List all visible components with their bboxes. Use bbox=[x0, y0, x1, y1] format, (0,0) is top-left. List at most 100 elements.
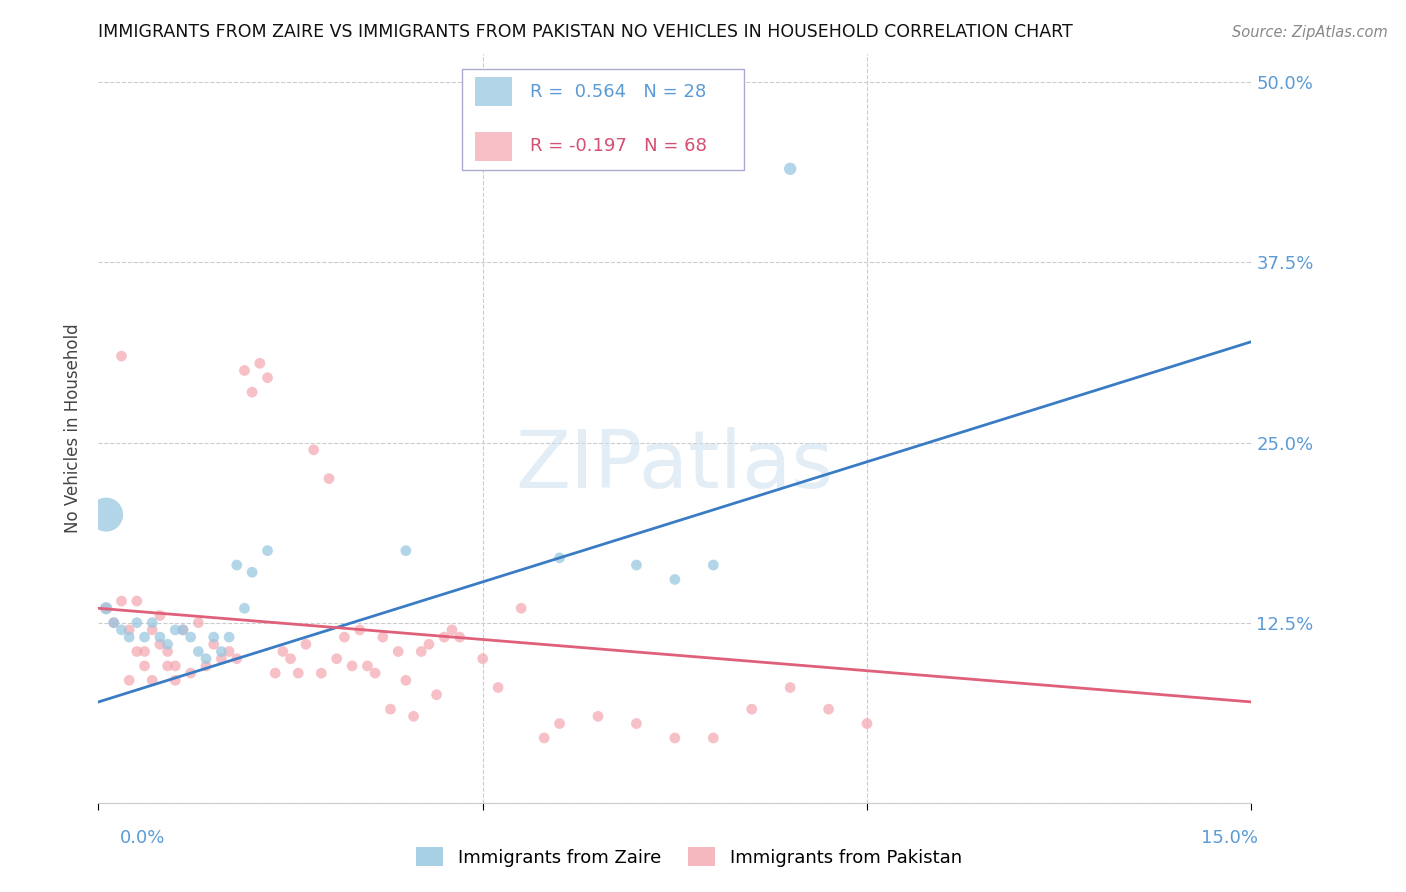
Point bbox=[134, 644, 156, 658]
Point bbox=[449, 630, 471, 644]
Point bbox=[103, 615, 125, 630]
Point bbox=[149, 630, 172, 644]
Point bbox=[165, 623, 187, 637]
Point bbox=[187, 644, 209, 658]
Point bbox=[225, 558, 247, 572]
Point bbox=[110, 623, 132, 637]
Point bbox=[134, 659, 156, 673]
Point bbox=[779, 161, 801, 176]
Y-axis label: No Vehicles in Household: No Vehicles in Household bbox=[65, 323, 83, 533]
Point bbox=[125, 594, 148, 608]
Point bbox=[440, 623, 463, 637]
Point bbox=[395, 673, 418, 688]
Text: 0.0%: 0.0% bbox=[120, 829, 165, 847]
Point bbox=[333, 630, 356, 644]
Point bbox=[156, 637, 179, 651]
Point bbox=[418, 637, 440, 651]
Point bbox=[664, 731, 686, 745]
Point bbox=[94, 508, 117, 522]
Point bbox=[510, 601, 533, 615]
Point bbox=[349, 623, 371, 637]
Point bbox=[340, 659, 363, 673]
Point bbox=[626, 716, 648, 731]
Point bbox=[94, 601, 117, 615]
Point bbox=[172, 623, 194, 637]
Point bbox=[356, 659, 378, 673]
Point bbox=[371, 630, 394, 644]
Point bbox=[195, 659, 218, 673]
Point bbox=[218, 644, 240, 658]
Point bbox=[141, 615, 163, 630]
Point bbox=[741, 702, 763, 716]
Point bbox=[426, 688, 449, 702]
Point bbox=[225, 651, 247, 665]
Text: 15.0%: 15.0% bbox=[1201, 829, 1258, 847]
Point bbox=[156, 659, 179, 673]
Point bbox=[125, 644, 148, 658]
Point bbox=[156, 644, 179, 658]
Point bbox=[240, 566, 263, 580]
Text: R =  0.564   N = 28: R = 0.564 N = 28 bbox=[530, 83, 706, 101]
Point bbox=[202, 637, 225, 651]
Point bbox=[586, 709, 609, 723]
Point bbox=[664, 573, 686, 587]
Text: Source: ZipAtlas.com: Source: ZipAtlas.com bbox=[1232, 25, 1388, 40]
Point bbox=[471, 651, 494, 665]
Point bbox=[295, 637, 318, 651]
Point bbox=[110, 349, 132, 363]
Point bbox=[195, 651, 218, 665]
Point bbox=[380, 702, 402, 716]
Point bbox=[141, 673, 163, 688]
Point bbox=[180, 630, 202, 644]
Text: ZIPatlas: ZIPatlas bbox=[516, 426, 834, 505]
Point bbox=[180, 666, 202, 681]
Point bbox=[856, 716, 879, 731]
Point bbox=[325, 651, 347, 665]
Point bbox=[165, 673, 187, 688]
Point bbox=[402, 709, 425, 723]
Point bbox=[165, 659, 187, 673]
Point bbox=[141, 623, 163, 637]
Point bbox=[817, 702, 839, 716]
Point bbox=[287, 666, 309, 681]
Point bbox=[486, 681, 509, 695]
Point bbox=[94, 601, 117, 615]
Point bbox=[433, 630, 456, 644]
Legend: Immigrants from Zaire, Immigrants from Pakistan: Immigrants from Zaire, Immigrants from P… bbox=[409, 840, 969, 874]
Point bbox=[318, 472, 340, 486]
Point bbox=[209, 651, 232, 665]
Point bbox=[218, 630, 240, 644]
Point bbox=[209, 644, 232, 658]
Point bbox=[103, 615, 125, 630]
Point bbox=[411, 644, 433, 658]
Point bbox=[626, 558, 648, 572]
Point bbox=[134, 630, 156, 644]
Point bbox=[233, 601, 256, 615]
Point bbox=[256, 370, 278, 384]
Point bbox=[118, 673, 141, 688]
Point bbox=[364, 666, 387, 681]
Point bbox=[256, 543, 278, 558]
Point bbox=[779, 681, 801, 695]
Point bbox=[311, 666, 333, 681]
Bar bbox=[475, 132, 512, 161]
Point bbox=[249, 356, 271, 370]
Point bbox=[280, 651, 302, 665]
Point bbox=[702, 731, 724, 745]
Point bbox=[202, 630, 225, 644]
Point bbox=[187, 615, 209, 630]
Point bbox=[533, 731, 555, 745]
Bar bbox=[475, 78, 512, 106]
Point bbox=[125, 615, 148, 630]
Text: IMMIGRANTS FROM ZAIRE VS IMMIGRANTS FROM PAKISTAN NO VEHICLES IN HOUSEHOLD CORRE: IMMIGRANTS FROM ZAIRE VS IMMIGRANTS FROM… bbox=[98, 23, 1073, 41]
Point bbox=[395, 543, 418, 558]
Point bbox=[240, 385, 263, 400]
Point bbox=[149, 608, 172, 623]
Point bbox=[264, 666, 287, 681]
Point bbox=[233, 363, 256, 377]
Point bbox=[302, 442, 325, 457]
Point bbox=[387, 644, 409, 658]
Point bbox=[110, 594, 132, 608]
Point bbox=[118, 623, 141, 637]
Point bbox=[548, 550, 571, 565]
